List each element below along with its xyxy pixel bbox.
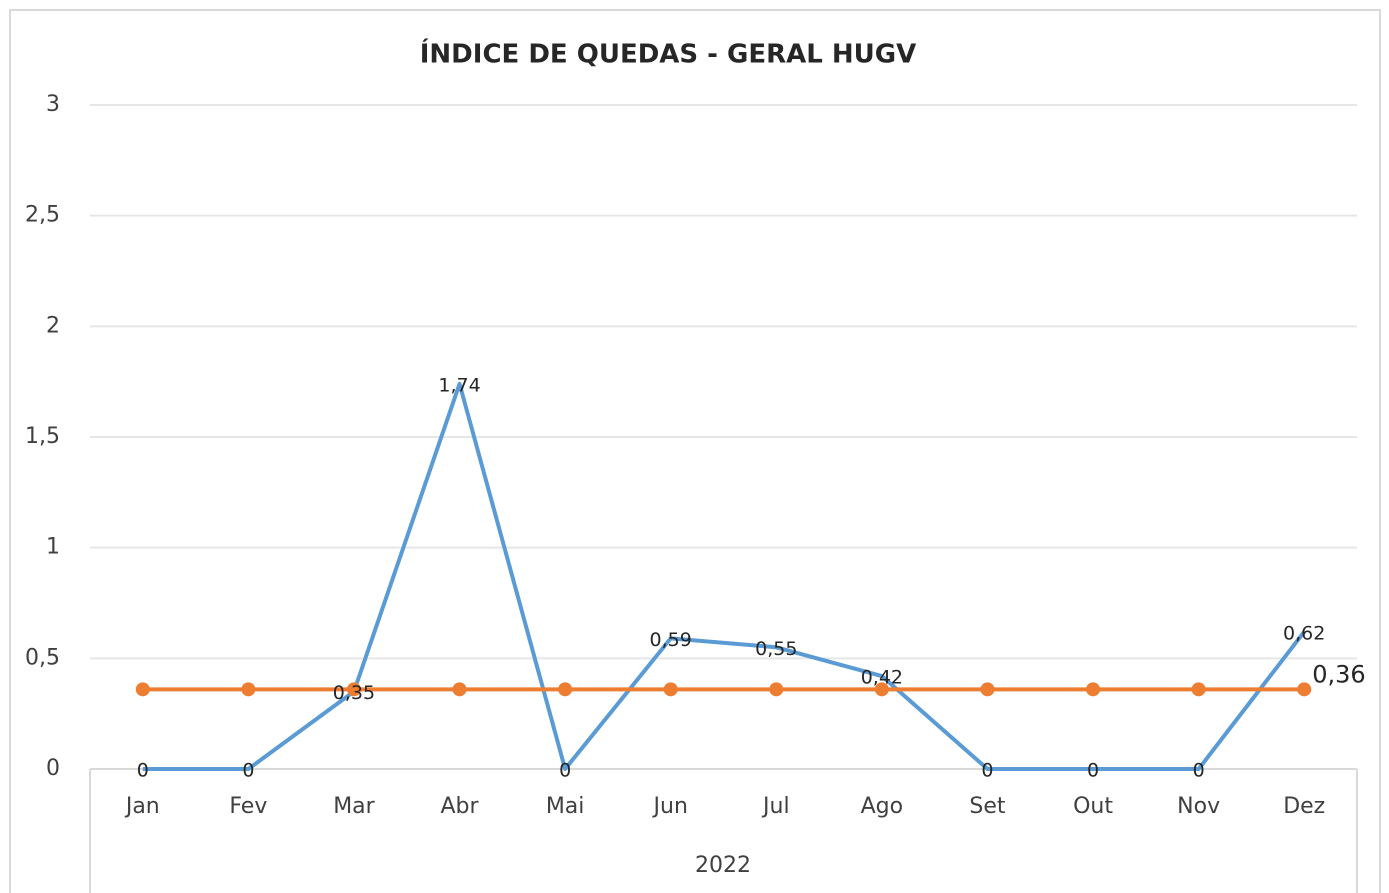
point-marker	[452, 682, 467, 697]
y-tick-label: 1,5	[25, 424, 60, 449]
point-marker	[135, 682, 150, 697]
data-label: 0	[1193, 760, 1205, 782]
x-tick-label: Mar	[333, 794, 375, 819]
point-marker	[1191, 682, 1206, 697]
point-marker	[1086, 682, 1101, 697]
data-label: 0,59	[650, 629, 692, 651]
data-label: 0	[242, 760, 254, 782]
data-label: 0	[981, 760, 993, 782]
x-axis-label: 2022	[695, 853, 751, 878]
data-label: 0	[137, 760, 149, 782]
x-tick-label: Out	[1073, 794, 1113, 819]
y-tick-label: 0	[46, 756, 60, 781]
series-line	[142, 381, 1306, 771]
y-tick-label: 3	[46, 92, 60, 117]
chart-title: ÍNDICE DE QUEDAS - GERAL HUGV	[420, 38, 916, 70]
x-tick-label: Jun	[652, 794, 688, 819]
x-tick-label: Fev	[229, 794, 267, 819]
point-marker	[769, 682, 784, 697]
data-label: 0	[559, 760, 571, 782]
y-tick-label: 1	[46, 535, 60, 560]
y-tick-label: 2	[46, 313, 60, 338]
x-tick-label: Mai	[546, 794, 585, 819]
data-label: 0,35	[333, 682, 375, 704]
data-label: 1,74	[438, 374, 480, 396]
point-marker	[663, 682, 678, 697]
x-tick-label: Jan	[124, 794, 160, 819]
x-tick-label: Set	[969, 794, 1006, 819]
point-marker	[980, 682, 995, 697]
x-tick-label: Nov	[1177, 794, 1220, 819]
y-tick-label: 0,5	[25, 645, 60, 670]
point-marker	[874, 682, 889, 697]
point-marker	[241, 682, 256, 697]
chart-frame	[9, 9, 1381, 893]
data-label: 0	[1087, 760, 1099, 782]
x-tick-label: Abr	[441, 794, 480, 819]
data-label: 0,62	[1283, 622, 1325, 644]
point-marker	[346, 682, 361, 697]
x-tick-label: Jul	[761, 794, 790, 819]
data-label: 0,55	[755, 638, 797, 660]
point-marker	[558, 682, 573, 697]
point-marker	[1297, 682, 1312, 697]
x-tick-label: Ago	[861, 794, 903, 819]
y-tick-label: 2,5	[25, 203, 60, 228]
data-label: 0,42	[861, 667, 903, 689]
data-label: 0,36	[1312, 660, 1365, 688]
x-tick-label: Dez	[1283, 794, 1325, 819]
